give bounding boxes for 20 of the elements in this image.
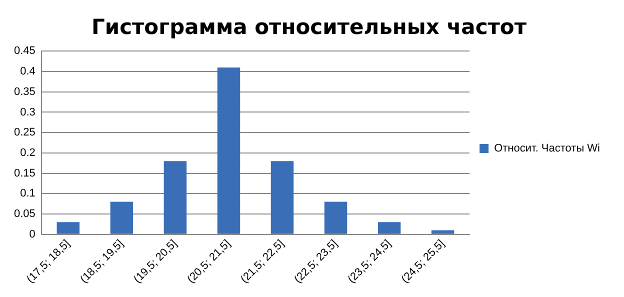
bar (217, 67, 240, 234)
y-tick-label: 0.1 (20, 188, 36, 200)
y-tick-label: 0.3 (20, 106, 36, 118)
y-tick-label: 0.4 (20, 66, 36, 78)
chart-title: Гистограмма относительных частот (91, 15, 528, 40)
bar (431, 230, 454, 234)
bar (110, 202, 134, 234)
legend-label: Относит. Частоты Wi (494, 142, 600, 155)
y-tick-label: 0.15 (14, 167, 36, 180)
bar (270, 161, 294, 234)
y-tick-label: 0 (29, 228, 36, 240)
bar (164, 161, 187, 234)
bar (324, 202, 348, 234)
y-tick-label: 0.35 (14, 86, 36, 98)
y-tick-label: 0.25 (14, 126, 36, 139)
bar (56, 222, 80, 234)
y-tick-label: 0.45 (14, 45, 36, 58)
bar (378, 222, 401, 234)
y-tick-label: 0.05 (14, 208, 36, 220)
y-tick-label: 0.2 (20, 146, 36, 159)
